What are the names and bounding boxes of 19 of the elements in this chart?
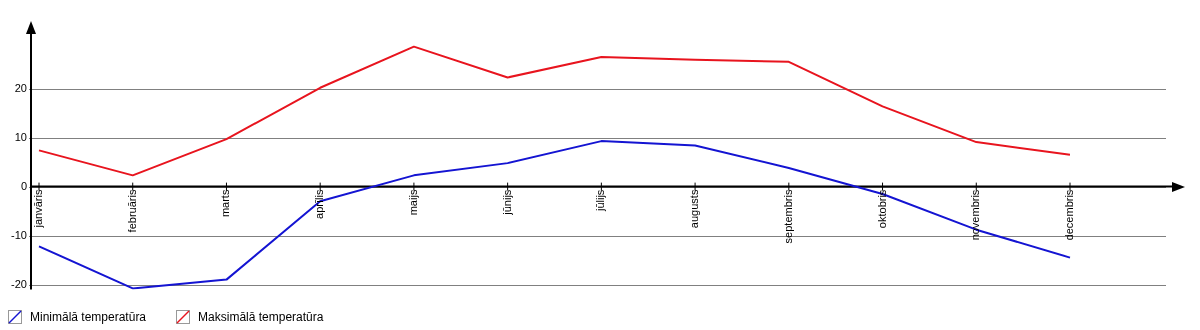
legend-label: Minimālā temperatūra: [30, 309, 147, 324]
x-tick-label: februāris: [125, 189, 138, 233]
x-tick-label: aprīlis: [313, 189, 326, 219]
x-tick-label: decembris: [1063, 189, 1076, 241]
y-tick-label: 10: [14, 130, 27, 143]
y-tick-label: -20: [11, 277, 27, 290]
x-tick-label: septembris: [781, 189, 794, 244]
x-tick-label: augusts: [688, 189, 701, 229]
x-tick-label: marts: [219, 189, 232, 218]
x-tick-label: oktobris: [875, 189, 888, 229]
y-tick-label: -10: [11, 228, 27, 241]
x-tick-label: novembris: [969, 189, 982, 241]
y-tick-label: 0: [20, 179, 27, 192]
x-tick-label: jūnijs: [500, 189, 513, 216]
x-tick-label: maijs: [406, 189, 419, 216]
x-tick-label: janvāris: [32, 189, 45, 229]
legend-label: Maksimālā temperatūra: [198, 309, 324, 324]
y-tick-label: 20: [14, 81, 27, 94]
x-tick-label: jūlijs: [594, 189, 607, 213]
